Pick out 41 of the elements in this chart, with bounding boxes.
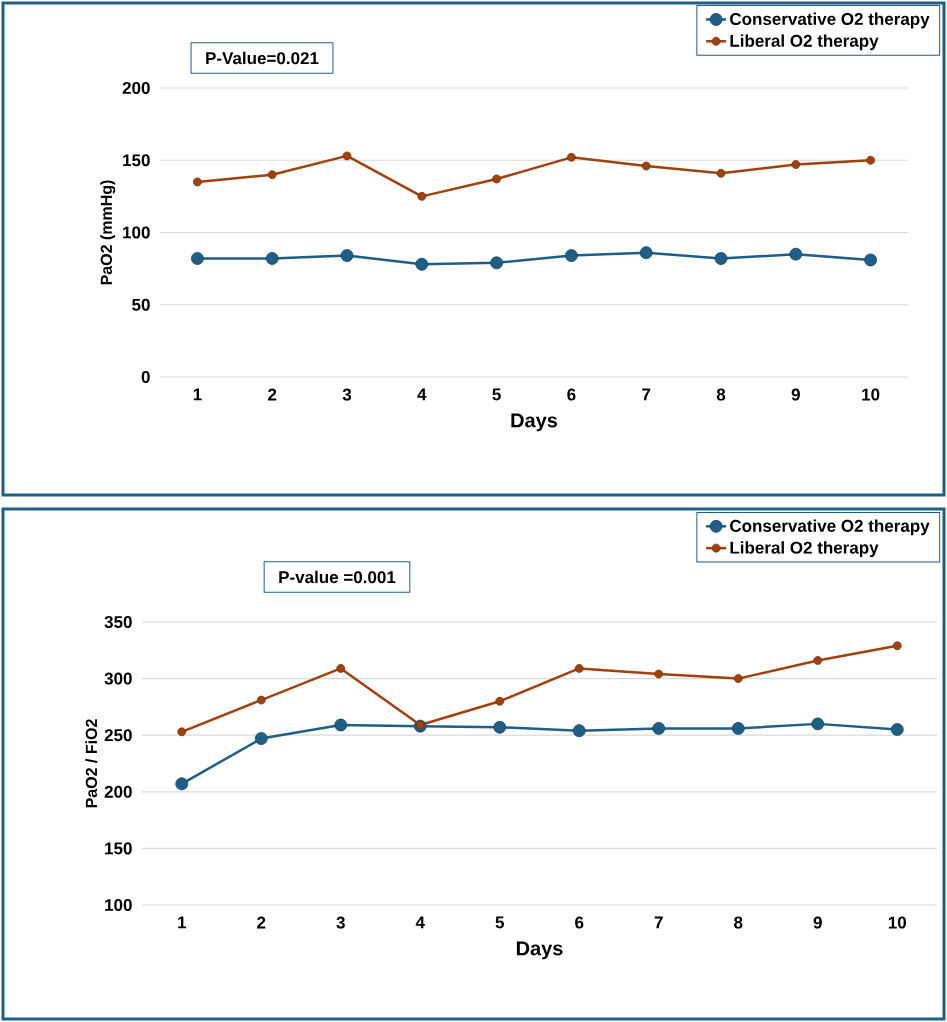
x-tick-label: 4	[415, 916, 425, 929]
legend-label: Conservative O2 therapy	[730, 519, 930, 536]
legend-label: Liberal O2 therapy	[730, 541, 879, 558]
x-tick-label: 2	[257, 916, 266, 929]
y-tick-label: 250	[104, 729, 132, 742]
x-tick-label: 7	[654, 916, 663, 929]
x-tick-label: 6	[575, 916, 584, 929]
text: P-Value=0.021	[206, 51, 319, 65]
x-tick-label: 5	[492, 388, 501, 401]
x-tick-label: 3	[336, 916, 345, 929]
legend-label: Conservative O2 therapy	[730, 12, 930, 29]
x-tick-label: 3	[342, 388, 352, 401]
x-axis-title: Days	[516, 941, 563, 960]
x-tick-label: 7	[642, 388, 651, 401]
x-tick-label: 8	[716, 388, 726, 401]
x-tick-label: 6	[567, 388, 576, 401]
x-tick-label: 4	[417, 388, 427, 401]
x-tick-label: 2	[268, 388, 277, 401]
y-tick-label: 150	[123, 154, 150, 167]
x-tick-label: 1	[193, 388, 202, 401]
x-tick-label: 9	[813, 916, 822, 929]
y-tick-label: 200	[104, 785, 132, 798]
x-tick-label: 10	[888, 916, 906, 929]
x-tick-label: 9	[791, 388, 800, 401]
y-tick-label: 150	[105, 842, 132, 855]
x-tick-label: 8	[734, 916, 743, 929]
y-tick-label: 100	[105, 898, 132, 912]
y-tick-label: 300	[104, 672, 132, 685]
x-tick-label: 5	[495, 916, 505, 929]
y-tick-label: 50	[132, 298, 150, 311]
y-tick-label: 100	[123, 226, 150, 239]
x-tick-label: 1	[178, 916, 187, 929]
y-tick-label: 200	[122, 81, 150, 95]
text: P-value =0.001	[279, 570, 396, 584]
x-axis-title: Days	[511, 413, 558, 432]
y-axis-title: PaO2 / FiO2	[85, 719, 98, 808]
y-tick-label: 350	[104, 615, 132, 629]
x-tick-label: 10	[862, 388, 880, 401]
y-axis-title: PaO2 (mmHg)	[100, 180, 116, 285]
y-tick-label: 0	[141, 370, 150, 384]
legend-label: Liberal O2 therapy	[730, 34, 879, 51]
